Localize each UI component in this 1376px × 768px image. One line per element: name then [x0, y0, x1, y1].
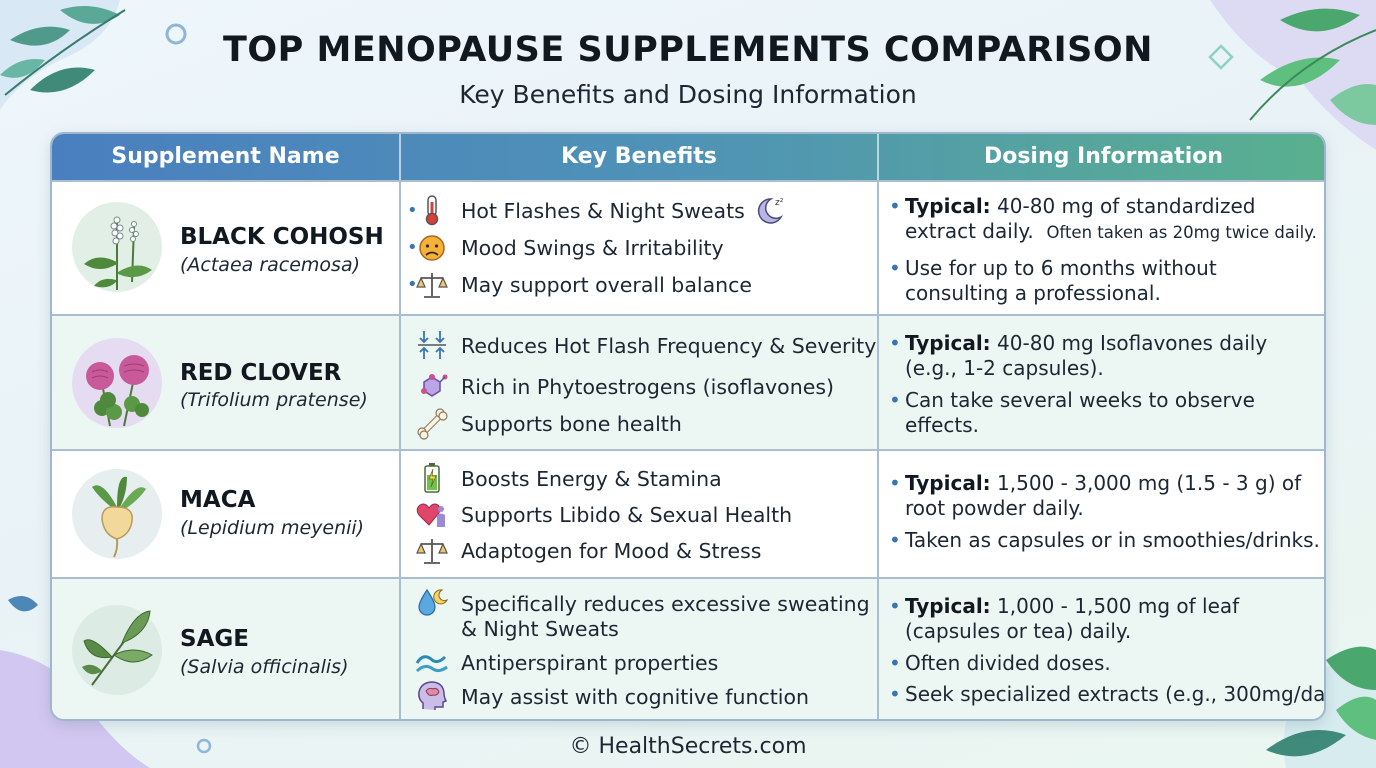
benefits-cell: Specifically reduces excessive sweating …: [401, 579, 877, 719]
supplement-name: MACA: [180, 487, 256, 513]
table-row-maca: MACA (Lepidium meyenii) Boosts Energy & …: [52, 449, 1324, 577]
supplement-name: RED CLOVER: [180, 360, 342, 386]
page-subtitle: Key Benefits and Dosing Information: [459, 80, 917, 109]
dosing-cell: • Typical: 40-80 mg of standardized extr…: [889, 194, 1317, 305]
bone-icon: [417, 408, 448, 440]
page-title: TOP MENOPAUSE SUPPLEMENTS COMPARISON: [223, 30, 1153, 70]
maca-root-icon: [72, 469, 162, 559]
drop-moon-icon: [418, 588, 449, 616]
supplement-latin-name: (Salvia officinalis): [180, 656, 349, 678]
thermometer-icon: [425, 195, 439, 226]
column-header-name: Supplement Name: [111, 144, 340, 169]
benefits-cell: • Hot Flashes & Night Sweats z² •: [401, 182, 877, 314]
supplement-name: BLACK COHOSH: [180, 224, 384, 250]
moon-sleep-icon: z²: [757, 198, 784, 224]
battery-icon: [424, 463, 440, 493]
supplement-latin-name: (Lepidium meyenii): [180, 517, 365, 539]
dosing-cell: • Typical: 1,000 - 1,500 mg of leaf (cap…: [889, 594, 1326, 706]
supplement-name: SAGE: [180, 626, 249, 652]
balance-scale-icon: [416, 273, 448, 298]
table-row-sage: SAGE (Salvia officinalis) Specifically r…: [52, 577, 1326, 719]
heart-person-icon: [416, 503, 445, 527]
black-cohosh-plant-icon: [72, 202, 162, 292]
name-cell: MACA (Lepidium meyenii): [52, 451, 399, 577]
brain-head-icon: [418, 681, 448, 710]
upset-face-icon: [419, 235, 445, 261]
comparison-table: Supplement Name Key Benefits Dosing Info…: [50, 132, 1326, 721]
dosing-cell: • Typical: 40-80 mg Isoflavones daily (e…: [889, 331, 1268, 437]
table-header: Supplement Name Key Benefits Dosing Info…: [52, 134, 1324, 180]
footer-copyright: © HealthSecrets.com: [569, 734, 807, 759]
sage-leaf-icon: [72, 605, 162, 695]
column-header-benefits: Key Benefits: [561, 144, 717, 169]
red-clover-plant-icon: [72, 338, 162, 428]
wave-icon: [415, 655, 448, 673]
name-cell: BLACK COHOSH (Actaea racemosa): [52, 182, 399, 314]
reduce-arrows-icon: [418, 331, 446, 359]
benefits-cell: Reduces Hot Flash Frequency & Severity R…: [401, 316, 877, 449]
column-header-dosing: Dosing Information: [983, 144, 1224, 169]
molecule-icon: [421, 374, 448, 397]
supplement-latin-name: (Actaea racemosa): [180, 254, 360, 276]
table-row-black-cohosh: BLACK COHOSH (Actaea racemosa) • Hot Fla…: [52, 180, 1324, 314]
svg-text:z²: z²: [775, 198, 784, 208]
name-cell: RED CLOVER (Trifolium pratense): [52, 316, 399, 449]
table-row-red-clover: RED CLOVER (Trifolium pratense) Reduces …: [52, 314, 1324, 449]
name-cell: SAGE (Salvia officinalis): [52, 579, 399, 719]
dosing-cell: • Typical: 1,500 - 3,000 mg (1.5 - 3 g) …: [889, 471, 1320, 552]
balance-scale-icon: [416, 539, 448, 564]
benefits-cell: Boosts Energy & Stamina Supports Libido …: [401, 451, 877, 577]
supplement-latin-name: (Trifolium pratense): [180, 389, 368, 411]
